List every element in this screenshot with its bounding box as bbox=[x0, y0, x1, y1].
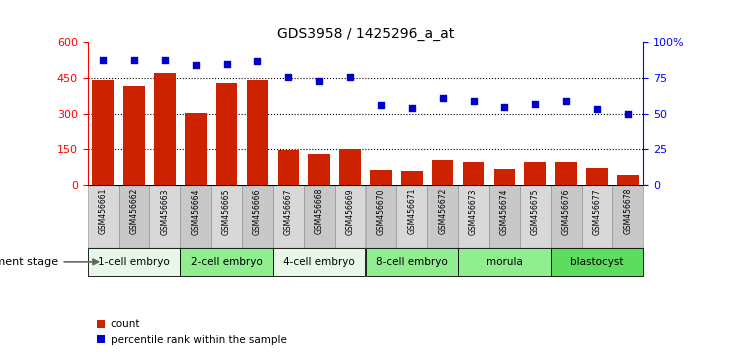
Bar bbox=[550, 185, 582, 248]
Bar bbox=[211, 185, 242, 248]
Bar bbox=[427, 185, 458, 248]
Text: GSM456666: GSM456666 bbox=[253, 188, 262, 235]
Bar bbox=[524, 162, 546, 185]
Bar bbox=[88, 248, 181, 276]
Bar bbox=[88, 185, 118, 248]
Bar bbox=[463, 162, 485, 185]
Text: 2-cell embryo: 2-cell embryo bbox=[191, 257, 262, 267]
Text: 8-cell embryo: 8-cell embryo bbox=[376, 257, 447, 267]
Bar bbox=[432, 160, 453, 185]
Text: GSM456676: GSM456676 bbox=[561, 188, 571, 235]
Bar bbox=[181, 185, 211, 248]
Point bbox=[159, 57, 171, 62]
Point bbox=[591, 107, 603, 112]
Bar bbox=[273, 248, 366, 276]
Bar bbox=[582, 185, 613, 248]
Bar bbox=[242, 185, 273, 248]
Bar bbox=[458, 248, 550, 276]
Text: GSM456677: GSM456677 bbox=[593, 188, 602, 235]
Text: 4-cell embryo: 4-cell embryo bbox=[284, 257, 355, 267]
Text: blastocyst: blastocyst bbox=[570, 257, 624, 267]
Text: GSM456674: GSM456674 bbox=[500, 188, 509, 235]
Text: GSM456668: GSM456668 bbox=[315, 188, 324, 234]
Text: GSM456661: GSM456661 bbox=[99, 188, 107, 234]
Point bbox=[314, 78, 325, 84]
Text: GSM456672: GSM456672 bbox=[438, 188, 447, 234]
Bar bbox=[273, 185, 304, 248]
Legend: count, percentile rank within the sample: count, percentile rank within the sample bbox=[93, 315, 291, 349]
Bar bbox=[586, 168, 607, 185]
Bar bbox=[124, 86, 145, 185]
Bar bbox=[308, 154, 330, 185]
Text: GSM456678: GSM456678 bbox=[624, 188, 632, 234]
Title: GDS3958 / 1425296_a_at: GDS3958 / 1425296_a_at bbox=[277, 28, 454, 41]
Bar bbox=[370, 170, 392, 185]
Point bbox=[622, 111, 634, 116]
Bar bbox=[154, 73, 175, 185]
Text: GSM456662: GSM456662 bbox=[129, 188, 138, 234]
Point bbox=[375, 102, 387, 108]
Point bbox=[128, 57, 140, 62]
Bar bbox=[216, 83, 238, 185]
Point bbox=[251, 58, 263, 64]
Bar bbox=[520, 185, 550, 248]
Bar bbox=[366, 248, 458, 276]
Point bbox=[499, 104, 510, 109]
Point bbox=[221, 61, 232, 67]
Text: GSM456665: GSM456665 bbox=[222, 188, 231, 235]
Point bbox=[406, 105, 417, 111]
Bar bbox=[335, 185, 366, 248]
Bar bbox=[396, 185, 427, 248]
Bar bbox=[493, 169, 515, 185]
Text: GSM456669: GSM456669 bbox=[346, 188, 355, 235]
Point bbox=[560, 98, 572, 104]
Text: GSM456667: GSM456667 bbox=[284, 188, 293, 235]
Bar bbox=[246, 80, 268, 185]
Point bbox=[468, 98, 480, 104]
Bar bbox=[489, 185, 520, 248]
Bar bbox=[366, 185, 396, 248]
Bar bbox=[617, 175, 639, 185]
Bar bbox=[185, 113, 207, 185]
Point bbox=[97, 57, 109, 62]
Bar bbox=[556, 162, 577, 185]
Text: development stage: development stage bbox=[0, 257, 99, 267]
Bar bbox=[181, 248, 273, 276]
Text: morula: morula bbox=[486, 257, 523, 267]
Text: GSM456673: GSM456673 bbox=[469, 188, 478, 235]
Bar bbox=[339, 149, 361, 185]
Text: 1-cell embryo: 1-cell embryo bbox=[98, 257, 170, 267]
Text: GSM456670: GSM456670 bbox=[376, 188, 385, 235]
Point bbox=[529, 101, 541, 107]
Point bbox=[190, 62, 202, 68]
Point bbox=[344, 74, 356, 80]
Bar bbox=[458, 185, 489, 248]
Text: GSM456664: GSM456664 bbox=[192, 188, 200, 235]
Bar bbox=[613, 185, 643, 248]
Bar bbox=[118, 185, 149, 248]
Text: GSM456671: GSM456671 bbox=[407, 188, 416, 234]
Bar bbox=[401, 171, 423, 185]
Bar bbox=[92, 80, 114, 185]
Point bbox=[282, 74, 294, 80]
Text: GSM456675: GSM456675 bbox=[531, 188, 539, 235]
Bar bbox=[278, 150, 299, 185]
Bar bbox=[149, 185, 181, 248]
Bar bbox=[550, 248, 643, 276]
Text: GSM456663: GSM456663 bbox=[160, 188, 170, 235]
Point bbox=[437, 95, 449, 101]
Bar bbox=[304, 185, 335, 248]
